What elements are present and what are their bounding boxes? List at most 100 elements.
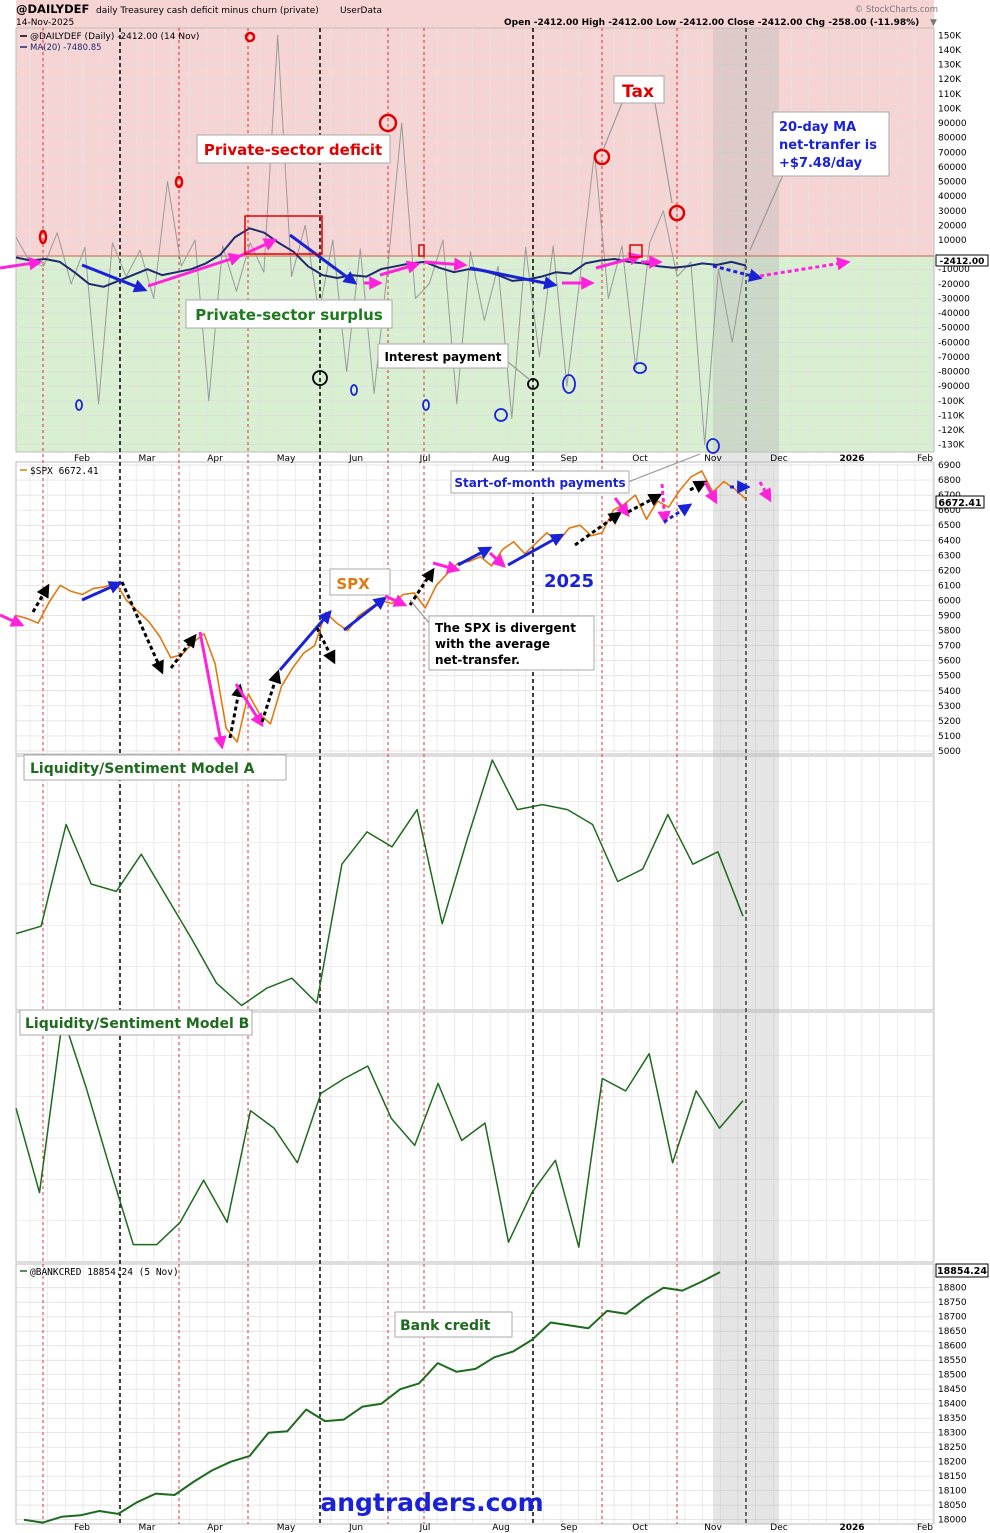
x-tick-label: Oct (632, 1523, 648, 1533)
trend-arrow (234, 683, 264, 728)
x-tick-label: Aug (492, 454, 510, 464)
trend-arrow (147, 252, 243, 288)
ma-callout (772, 111, 890, 177)
y-tick-label: 20000 (938, 221, 967, 231)
y-tick-label: 60000 (938, 163, 967, 173)
trend-arrow (663, 503, 693, 524)
trend-arrow (657, 483, 671, 525)
y-tick-label: -110K (938, 411, 965, 421)
callout-pointers (409, 102, 784, 631)
black-circle (312, 370, 328, 386)
y-tick-label: 18650 (938, 1327, 967, 1337)
brand-watermark: angtraders.com (320, 1488, 543, 1517)
trend-arrow (712, 264, 763, 282)
y-tick-label: 18750 (938, 1298, 967, 1308)
grid-lines (16, 28, 934, 1524)
private-surplus-label: Private-sector surplus (195, 306, 383, 324)
y-tick-label: 5700 (938, 642, 961, 652)
bank-credit-panel (15, 1263, 935, 1525)
blue-circle (706, 438, 720, 454)
y-tick-label: 18100 (938, 1487, 967, 1497)
red-circle (668, 204, 686, 222)
y-tick-label: 5600 (938, 657, 961, 667)
y-tick-label: 18300 (938, 1429, 967, 1439)
x-tick-label: Mar (139, 454, 156, 464)
y-tick-label: 6900 (938, 461, 961, 471)
divergence-callout (428, 615, 595, 671)
interest-callout (377, 343, 509, 369)
y-tick-label: 5100 (938, 732, 961, 742)
trend-arrow (198, 631, 227, 750)
legend-bankcred: @BANKCRED 18854.24 (5 Nov) (30, 1267, 179, 1278)
x-tick-label: Dec (770, 1523, 787, 1533)
y-tick-label: 5800 (938, 627, 961, 637)
y-tick-label: -50000 (938, 324, 970, 334)
y-tick-label: 5400 (938, 687, 961, 697)
private-surplus-callout (185, 299, 393, 329)
y-tick-label: 40000 (938, 192, 967, 202)
y-tick-label: 70000 (938, 148, 967, 158)
trend-arrow (278, 609, 332, 671)
y-tick-label: 5200 (938, 717, 961, 727)
y-tick-label: 5500 (938, 672, 961, 682)
spx-last-value: 6672.41 (938, 498, 981, 509)
trend-arrow (81, 581, 123, 602)
y-tick-label: -60000 (938, 338, 970, 348)
legend-ma: MA(20) -7480.85 (30, 43, 102, 53)
model-a-label: Liquidity/Sentiment Model A (30, 761, 255, 777)
y-tick-label: 50000 (938, 178, 967, 188)
y-tick-label: 150K (938, 31, 962, 41)
bank-credit-callout (394, 1311, 513, 1338)
y-tick-label: 18450 (938, 1385, 967, 1395)
recent-period-shade (713, 28, 779, 1524)
y-tick-label: -80000 (938, 368, 970, 378)
y-tick-label: 10000 (938, 236, 967, 246)
x-tick-label: Sep (561, 454, 578, 464)
dropdown-chevron-icon[interactable]: ▼ (930, 18, 937, 28)
red-circle (174, 175, 184, 189)
y-tick-label: -90000 (938, 382, 970, 392)
trend-arrow (507, 533, 565, 567)
trend-arrow (613, 497, 630, 518)
model-a-line (15, 759, 744, 1007)
tax-label: Tax (622, 82, 654, 102)
y-tick-label: 6200 (938, 566, 961, 576)
y-tick-label: 120K (938, 75, 962, 85)
header-description: daily Treasurey cash deficit minus churn… (96, 6, 319, 16)
y-tick-label: 140K (938, 46, 962, 56)
x-tick-label: Apr (207, 454, 223, 464)
trend-arrow (469, 266, 558, 290)
spx-panel (15, 461, 935, 755)
divergence-line-2: with the average (435, 637, 550, 651)
red-circle (593, 148, 611, 166)
dailydef-last-value: -2412.00 (940, 257, 985, 267)
x-tick-label: Jun (348, 1523, 363, 1533)
interest-pointer (507, 361, 531, 381)
trend-arrow (120, 581, 164, 675)
private-deficit-label: Private-sector deficit (204, 141, 382, 159)
y-tick-label: 5900 (938, 612, 961, 622)
x-tick-label: Nov (704, 454, 722, 464)
bankcred-last-flag (935, 1263, 989, 1278)
interest-markers (312, 370, 539, 390)
x-tick-label: May (277, 454, 296, 464)
y-tick-label: 6500 (938, 521, 961, 531)
model-b-line (15, 1015, 744, 1248)
tax-pointer (602, 102, 673, 204)
trend-arrow (0, 613, 25, 627)
deficit-box (629, 244, 643, 258)
blue-circle (494, 408, 508, 422)
deficit-markers (38, 31, 686, 258)
x-tick-label: Jul (419, 454, 431, 464)
trend-arrow (703, 481, 718, 505)
x-tick-label: 2026 (839, 1523, 864, 1533)
y-tick-label: 6600 (938, 506, 961, 516)
y-tick-label: 18200 (938, 1458, 967, 1468)
y-tick-label: -70000 (938, 353, 970, 363)
spx-callout (329, 568, 391, 596)
y-tick-label: 18550 (938, 1356, 967, 1366)
bank-credit-line (23, 1271, 721, 1524)
y-tick-label: 18150 (938, 1472, 967, 1482)
y-tick-label: 30000 (938, 207, 967, 217)
